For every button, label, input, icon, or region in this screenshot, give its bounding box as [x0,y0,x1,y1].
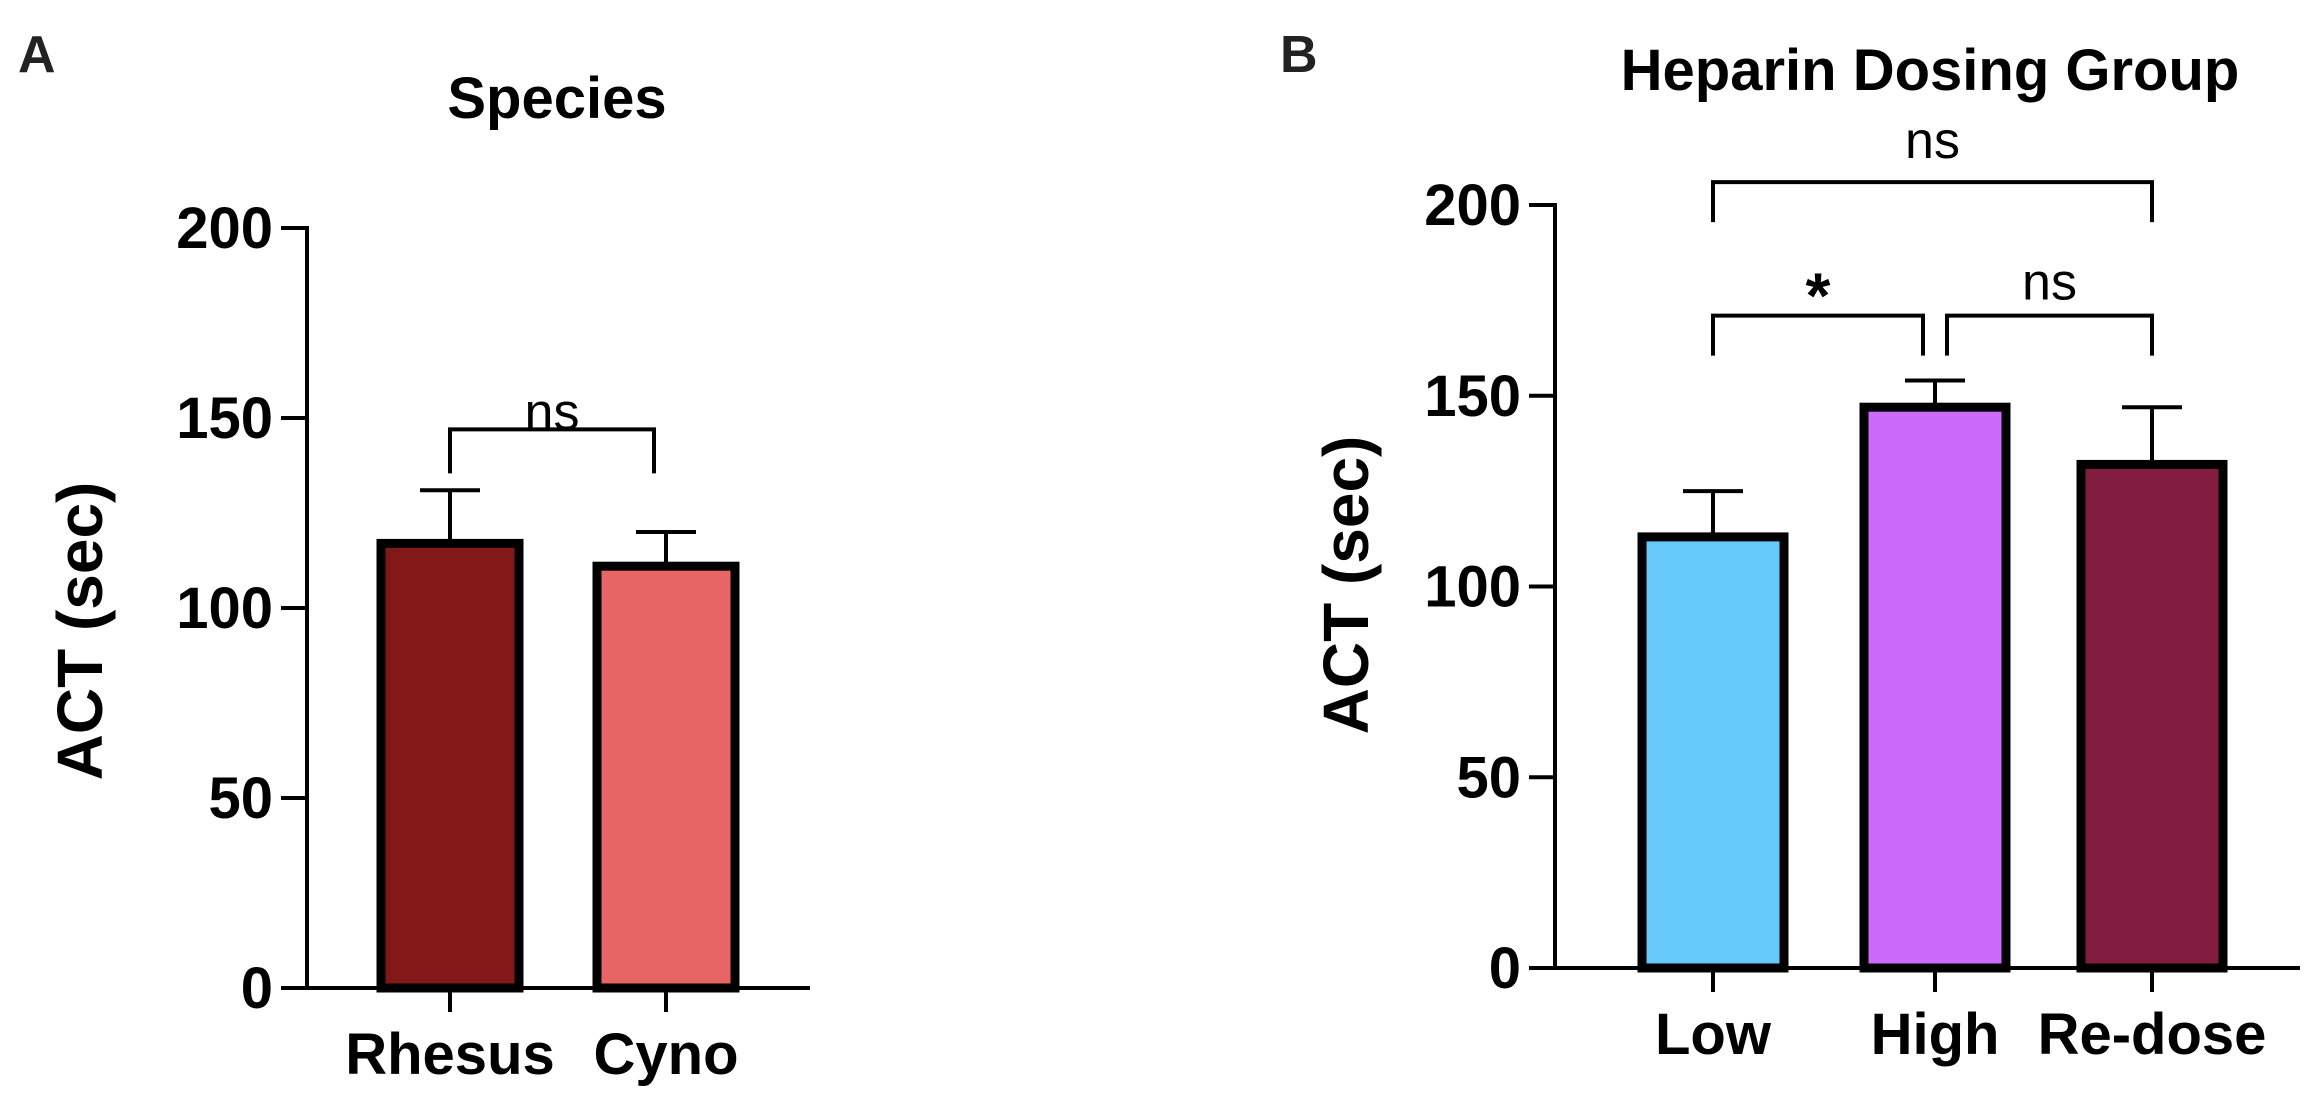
panel-a-y-tick-label-50: 50 [208,766,273,831]
panel-b-error-bar-re-dose [2122,405,2182,461]
panel-a-y-tick-label-0: 0 [241,956,273,1021]
panel-a-y-tick-label-150: 150 [176,386,273,451]
panel-letter-b: B [1280,26,1318,84]
chart-title-species: Species [447,66,666,131]
panel-a-error-bar-cyno [636,530,696,563]
panel-a-y-tick-label-200: 200 [176,196,273,261]
panel-b-x-tick-label-re-dose: Re-dose [2038,1002,2267,1067]
panel-b-sig-label-low-vs-re-dose: ns [1905,112,1960,170]
panel-b-heparin-dosing-group: B Heparin Dosing Group ACT (sec) 0 50 100 1… [1280,26,2300,1067]
panel-b-bar-re-dose [2076,459,2228,973]
panel-a-species: A Species ACT (sec) 0 50 100 150 200 Rhesus Cy… [18,26,810,1087]
panel-b-x-tick-label-low: Low [1655,1002,1772,1067]
panel-b-sig-label-high-vs-re-dose: ns [2022,254,2077,312]
panel-b-y-tick-label-100: 100 [1424,555,1521,620]
panel-a-x-tick-label-cyno: Cyno [594,1022,739,1087]
panel-a-x-tick-label-rhesus: Rhesus [345,1022,555,1087]
y-axis-label-b: ACT (sec) [1310,436,1382,735]
panel-b-bar-high [1859,402,2011,973]
panel-b-sig-bracket-high-vs-re-dose [1945,313,2154,356]
panel-b-error-bar-low [1683,489,1743,533]
panel-b-sig-bracket-low-vs-high [1711,313,1925,356]
panel-a-y-tick-label-100: 100 [176,576,273,641]
panel-b-bar-low [1637,532,1789,973]
chart-title-heparin-dosing-group: Heparin Dosing Group [1621,38,2240,103]
panel-letter-a: A [18,26,56,84]
panel-a-bar-rhesus [376,538,524,993]
panel-b-y-tick-label-0: 0 [1489,936,1521,1001]
panel-b-y-tick-label-150: 150 [1424,364,1521,429]
panel-a-sig-label-rhesus-vs-cyno: ns [525,383,580,441]
panel-b-x-tick-label-high: High [1871,1002,2000,1067]
panel-a-bar-cyno [592,561,740,993]
panel-a-sig-bracket-rhesus-vs-cyno [448,427,656,474]
panel-b-sig-bracket-low-vs-re-dose [1711,180,2154,223]
panel-b-error-bar-high [1905,378,1965,404]
y-axis-label-a: ACT (sec) [44,482,116,781]
panel-b-y-tick-label-200: 200 [1424,173,1521,238]
panel-b-sig-label-low-vs-high: * [1806,260,1831,332]
panel-b-y-tick-label-50: 50 [1456,745,1521,810]
panel-a-error-bar-rhesus [420,488,480,540]
